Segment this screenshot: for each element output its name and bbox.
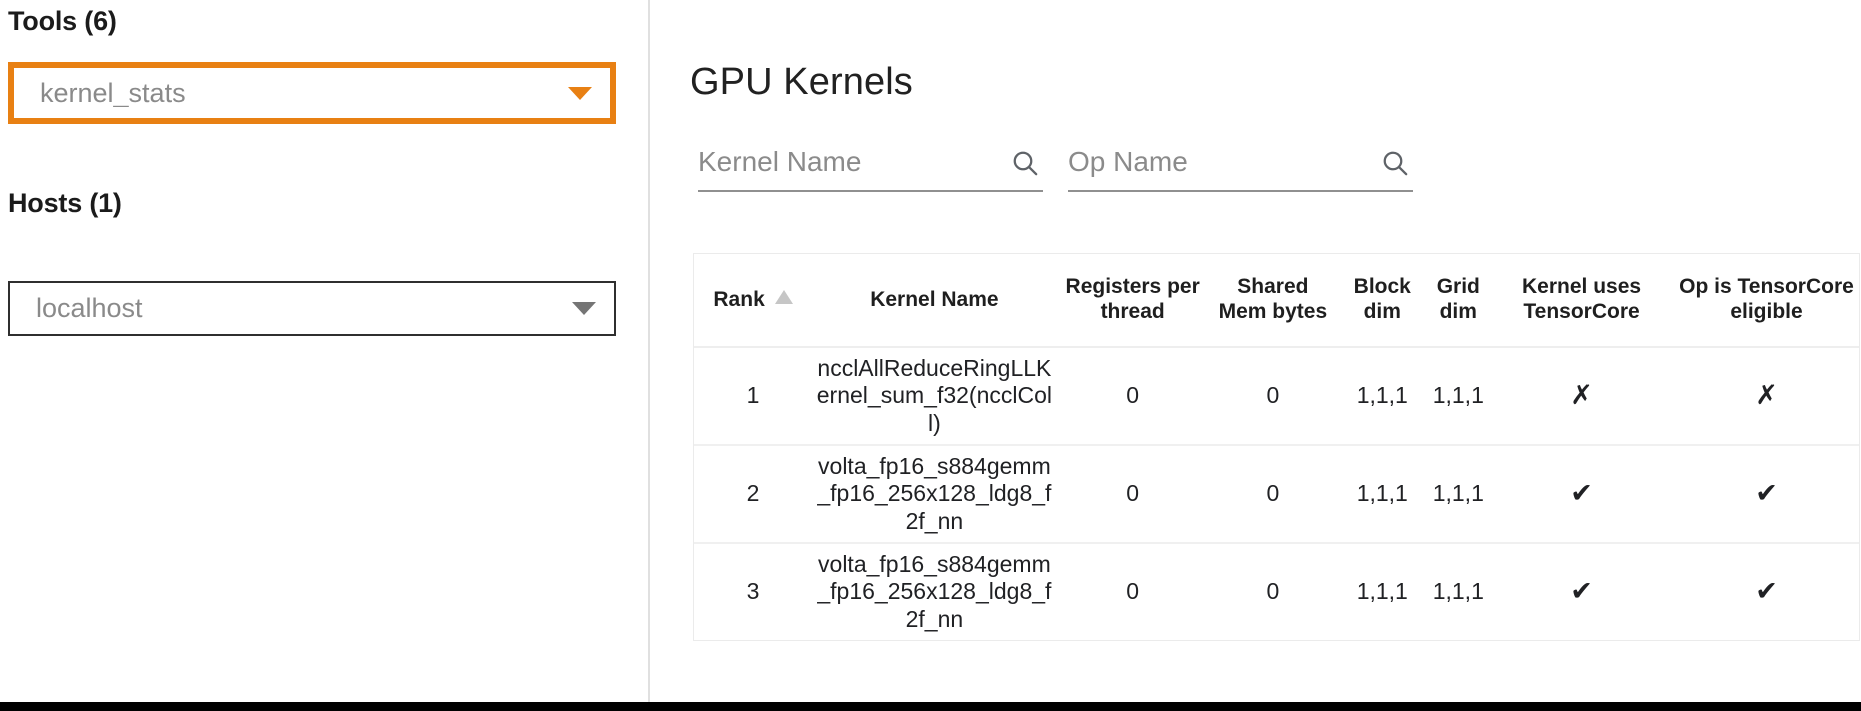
hosts-dropdown-value: localhost xyxy=(36,295,143,322)
cell-block-dim: 1,1,1 xyxy=(1337,347,1428,446)
cell-kernel-uses-tensorcore: ✔ xyxy=(1489,445,1674,544)
check-icon: ✔ xyxy=(1755,477,1778,508)
cell-registers-per-thread: 0 xyxy=(1056,445,1209,544)
cell-shared-mem-bytes: 0 xyxy=(1208,347,1338,446)
column-header-op-is-tensorcore-eligible[interactable]: Op is TensorCore eligible xyxy=(1674,254,1859,348)
column-header-shared-mem-bytes[interactable]: Shared Mem bytes xyxy=(1208,254,1338,348)
tools-dropdown-value: kernel_stats xyxy=(40,79,186,107)
cell-rank: 1 xyxy=(694,347,813,446)
cross-icon: ✗ xyxy=(1570,379,1593,410)
cell-kernel-name: volta_fp16_s884gemm_fp16_256x128_ldg8_f2… xyxy=(812,543,1057,640)
column-header-rank-label: Rank xyxy=(713,287,765,311)
table-row[interactable]: 1 ncclAllReduceRingLLKernel_sum_f32(ncclC… xyxy=(694,347,1859,446)
op-name-search[interactable] xyxy=(1068,145,1413,192)
cell-shared-mem-bytes: 0 xyxy=(1208,445,1338,544)
cross-icon: ✗ xyxy=(1755,379,1778,410)
cell-op-is-tensorcore-eligible: ✗ xyxy=(1674,347,1859,446)
cell-grid-dim: 1,1,1 xyxy=(1427,543,1490,640)
column-header-kernel-name[interactable]: Kernel Name xyxy=(812,254,1057,348)
hosts-section-label: Hosts (1) xyxy=(8,188,122,218)
sort-ascending-icon[interactable] xyxy=(774,289,793,304)
table-row[interactable]: 2 volta_fp16_s884gemm_fp16_256x128_ldg8_f… xyxy=(694,445,1859,544)
search-icon[interactable] xyxy=(1379,147,1411,184)
cell-op-is-tensorcore-eligible: ✔ xyxy=(1674,543,1859,640)
cell-op-is-tensorcore-eligible: ✔ xyxy=(1674,445,1859,544)
cell-grid-dim: 1,1,1 xyxy=(1427,445,1490,544)
hosts-dropdown[interactable]: localhost xyxy=(8,281,616,336)
tools-dropdown[interactable]: kernel_stats xyxy=(8,62,616,124)
table-header-row: Rank Kernel Name Registers per thread Sh… xyxy=(694,254,1859,348)
table-row[interactable]: 3 volta_fp16_s884gemm_fp16_256x128_ldg8_f… xyxy=(694,543,1859,640)
check-icon: ✔ xyxy=(1570,477,1593,508)
cell-block-dim: 1,1,1 xyxy=(1337,445,1428,544)
gpu-kernels-table: Rank Kernel Name Registers per thread Sh… xyxy=(694,254,1859,640)
cell-registers-per-thread: 0 xyxy=(1056,543,1209,640)
check-icon: ✔ xyxy=(1755,575,1778,606)
cell-rank: 2 xyxy=(694,445,813,544)
cell-grid-dim: 1,1,1 xyxy=(1427,347,1490,446)
op-name-search-input[interactable] xyxy=(1068,145,1323,179)
column-header-block-dim[interactable]: Block dim xyxy=(1337,254,1428,348)
column-header-rank[interactable]: Rank xyxy=(694,254,813,348)
horizontal-scrollbar[interactable] xyxy=(0,702,1861,711)
cell-shared-mem-bytes: 0 xyxy=(1208,543,1338,640)
cell-kernel-uses-tensorcore: ✗ xyxy=(1489,347,1674,446)
column-header-registers-per-thread[interactable]: Registers per thread xyxy=(1056,254,1209,348)
column-header-kernel-uses-tensorcore[interactable]: Kernel uses TensorCore xyxy=(1489,254,1674,348)
cell-kernel-name: volta_fp16_s884gemm_fp16_256x128_ldg8_f2… xyxy=(812,445,1057,544)
column-header-grid-dim[interactable]: Grid dim xyxy=(1427,254,1490,348)
page-title: GPU Kernels xyxy=(690,61,913,104)
cell-kernel-name: ncclAllReduceRingLLKernel_sum_f32(ncclCo… xyxy=(812,347,1057,446)
kernel-name-search-input[interactable] xyxy=(698,145,953,179)
tools-section-label: Tools (6) xyxy=(8,6,117,36)
check-icon: ✔ xyxy=(1570,575,1593,606)
cell-registers-per-thread: 0 xyxy=(1056,347,1209,446)
main-content: GPU Kernels xyxy=(650,0,1861,702)
cell-kernel-uses-tensorcore: ✔ xyxy=(1489,543,1674,640)
sidebar: Tools (6) kernel_stats Hosts (1) localho… xyxy=(0,0,650,702)
cell-block-dim: 1,1,1 xyxy=(1337,543,1428,640)
cell-rank: 3 xyxy=(694,543,813,640)
kernel-name-search[interactable] xyxy=(698,145,1043,192)
chevron-down-icon xyxy=(568,86,592,100)
chevron-down-icon xyxy=(572,302,596,315)
search-icon[interactable] xyxy=(1009,147,1041,184)
